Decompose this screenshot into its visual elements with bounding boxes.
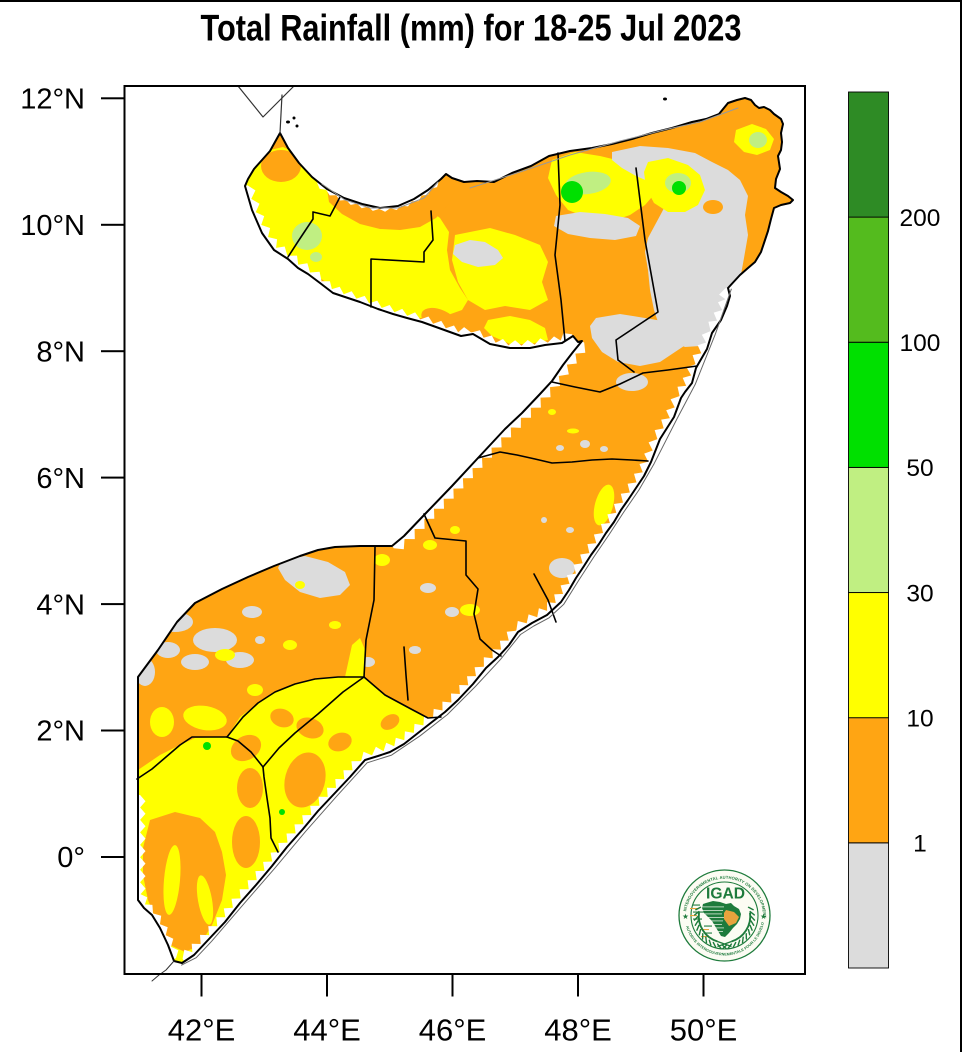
svg-text:★: ★ [760, 912, 767, 921]
svg-text:200: 200 [900, 205, 941, 232]
svg-text:46°E: 46°E [419, 1013, 487, 1048]
svg-text:1: 1 [913, 831, 927, 858]
svg-text:Total Rainfall (mm) for 18-25: Total Rainfall (mm) for 18-25 Jul 2023 [201, 8, 742, 49]
svg-text:30: 30 [906, 580, 933, 607]
svg-text:42°E: 42°E [168, 1013, 236, 1048]
svg-text:8°N: 8°N [36, 336, 85, 368]
svg-text:100: 100 [900, 330, 941, 357]
svg-text:10°N: 10°N [20, 210, 85, 242]
svg-text:50°E: 50°E [670, 1013, 738, 1048]
svg-text:0°: 0° [57, 842, 85, 874]
svg-text:6°N: 6°N [36, 463, 85, 495]
svg-text:2°N: 2°N [36, 716, 85, 748]
svg-text:50: 50 [906, 455, 933, 482]
svg-text:12°N: 12°N [20, 84, 85, 116]
svg-text:48°E: 48°E [544, 1013, 612, 1048]
svg-text:4°N: 4°N [36, 589, 85, 621]
svg-text:★: ★ [682, 912, 689, 921]
svg-text:10: 10 [906, 706, 933, 733]
svg-text:44°E: 44°E [293, 1013, 361, 1048]
svg-text:IGAD: IGAD [706, 886, 745, 903]
